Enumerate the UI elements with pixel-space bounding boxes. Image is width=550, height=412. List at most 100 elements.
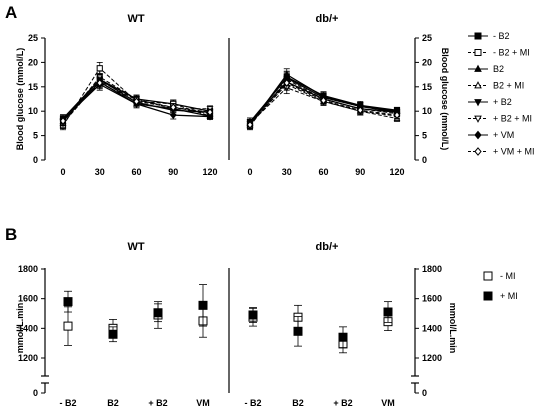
panel-a-right-ytick-label: 20 <box>422 57 432 67</box>
panel-b-point <box>248 310 258 320</box>
panel-b-left-ytick-label: 0 <box>33 388 38 398</box>
panel-a-legend-label: + B2 <box>493 97 512 107</box>
panel-b-legend-item: + MI <box>483 291 518 301</box>
panel-b-series <box>248 301 393 349</box>
panel-b-point <box>63 321 73 331</box>
panel-a-point <box>393 111 401 120</box>
panel-a-xtick-label: 60 <box>318 167 328 177</box>
panel-a-xtick-label: 0 <box>247 167 252 177</box>
panel-b-left-ytick-label: 1800 <box>18 264 38 274</box>
panel-b-series <box>63 301 208 346</box>
panel-a-legend-marker <box>474 99 482 107</box>
panel-b-legend-marker <box>483 271 493 281</box>
panel-b-right-ytick-label: 1600 <box>422 294 442 304</box>
panel-b-point <box>153 308 163 318</box>
panel-a-legend-label: B2 <box>493 64 504 74</box>
panel-a-legend-item: + VM + MI <box>468 147 535 157</box>
panel-a-xtick-label: 120 <box>202 167 217 177</box>
panel-a-point <box>320 96 327 105</box>
panel-a-legend-label: - B2 <box>493 31 510 41</box>
panel-a-legend-marker <box>474 115 482 123</box>
panel-a-legend-item: B2 <box>468 64 504 74</box>
panel-a-axes <box>44 38 416 160</box>
panel-a-title-wt: WT <box>127 13 144 25</box>
panel-a-title-dbplus: db/+ <box>316 13 339 25</box>
panel-a-point <box>133 97 140 106</box>
panel-a-left-ytick-label: 20 <box>28 57 38 67</box>
panel-a-xtick-label: 30 <box>282 167 292 177</box>
panel-a-series <box>246 76 401 130</box>
panel-b-legend-label: + MI <box>500 291 518 301</box>
panel-a-series-line <box>62 76 210 123</box>
panel-b-left-ytick-label: 1200 <box>18 353 38 363</box>
panel-b-xtick-label: + B2 <box>148 398 167 408</box>
panel-a-point <box>96 78 104 87</box>
panel-a-legend-item: + VM <box>468 130 514 140</box>
panel-a-point <box>356 106 364 115</box>
panel-a-legend-item: - B2 <box>468 31 510 41</box>
panel-b-point <box>383 307 393 317</box>
panel-a-point <box>59 117 67 125</box>
panel-a-right-ytick-label: 5 <box>422 131 427 141</box>
panel-b-legend-marker <box>483 291 493 301</box>
panel-b-point <box>293 326 303 336</box>
panel-a-right-ytick-label: 25 <box>422 33 432 43</box>
panel-a-legend-item: - B2 + MI <box>468 48 530 58</box>
panel-b-point <box>198 300 208 310</box>
panel-a-left-ytick-label: 10 <box>28 106 38 116</box>
panel-a-xtick-label: 0 <box>60 167 65 177</box>
panel-a-legend-marker <box>474 64 482 72</box>
panel-a-legend-item: + B2 <box>468 97 512 107</box>
panel-a-letter: A <box>5 3 17 22</box>
panel-b-right-ytick-label: 1200 <box>422 353 442 363</box>
panel-b-point <box>63 297 73 307</box>
panel-a-legend-marker <box>474 32 482 40</box>
panel-a-ylabel-right: Blood glucose (mmol/L) <box>440 48 450 151</box>
panel-b-xtick-label: B2 <box>292 398 304 408</box>
panel-b-ylabel-left: mmol/L.min <box>15 303 25 354</box>
panel-a-legend-marker <box>474 147 482 156</box>
panel-b-xtick-label: - B2 <box>244 398 261 408</box>
panel-a-legend-label: B2 + MI <box>493 81 524 91</box>
panel-a-point <box>206 108 214 117</box>
panel-a-xtick-label: 90 <box>355 167 365 177</box>
panel-a-right-ytick-label: 0 <box>422 155 427 165</box>
panel-a-point <box>246 120 254 129</box>
panel-b-letter: B <box>5 225 17 244</box>
panel-b-title-dbplus: db/+ <box>316 241 339 253</box>
panel-a-right-ytick-label: 15 <box>422 82 432 92</box>
panel-a-point <box>169 111 177 120</box>
panel-a-point <box>283 78 291 87</box>
panel-a-legend-marker <box>474 130 482 140</box>
panel-a-left-ytick-label: 25 <box>28 33 38 43</box>
panel-b-xtick-label: + B2 <box>333 398 352 408</box>
panel-a-legend-label: + VM + MI <box>493 147 535 157</box>
panel-a-point <box>206 112 214 121</box>
panel-a-xtick-label: 60 <box>131 167 141 177</box>
panel-b-left-ytick-label: 1400 <box>18 323 38 333</box>
panel-b-point <box>108 329 118 339</box>
panel-b-xtick-label: VM <box>196 398 210 408</box>
panel-b-right-ytick-label: 1800 <box>422 264 442 274</box>
panel-a-left-ytick-label: 5 <box>33 131 38 141</box>
panel-b-series <box>248 304 393 354</box>
panel-a-legend-label: + B2 + MI <box>493 114 532 124</box>
panel-b-right-ytick-label: 1400 <box>422 323 442 333</box>
panel-a-legend-item: + B2 + MI <box>468 114 532 124</box>
panel-b-xtick-label: - B2 <box>59 398 76 408</box>
panel-a-legend-label: + VM <box>493 130 514 140</box>
panel-a-legend-marker <box>474 49 482 56</box>
panel-b-left-ytick-label: 1600 <box>18 294 38 304</box>
panel-b-series <box>63 284 208 343</box>
panel-b-axes <box>41 268 419 393</box>
panel-b-ylabel-right: mmol/L.min <box>448 303 458 354</box>
panel-a-legend-item: B2 + MI <box>468 81 524 91</box>
panel-a-legend-marker <box>474 81 482 89</box>
panel-a-left-ytick-label: 0 <box>33 155 38 165</box>
panel-b-point <box>338 332 348 342</box>
panel-a-point <box>169 103 177 112</box>
panel-a-series <box>59 76 214 126</box>
panel-a-point <box>96 65 103 72</box>
